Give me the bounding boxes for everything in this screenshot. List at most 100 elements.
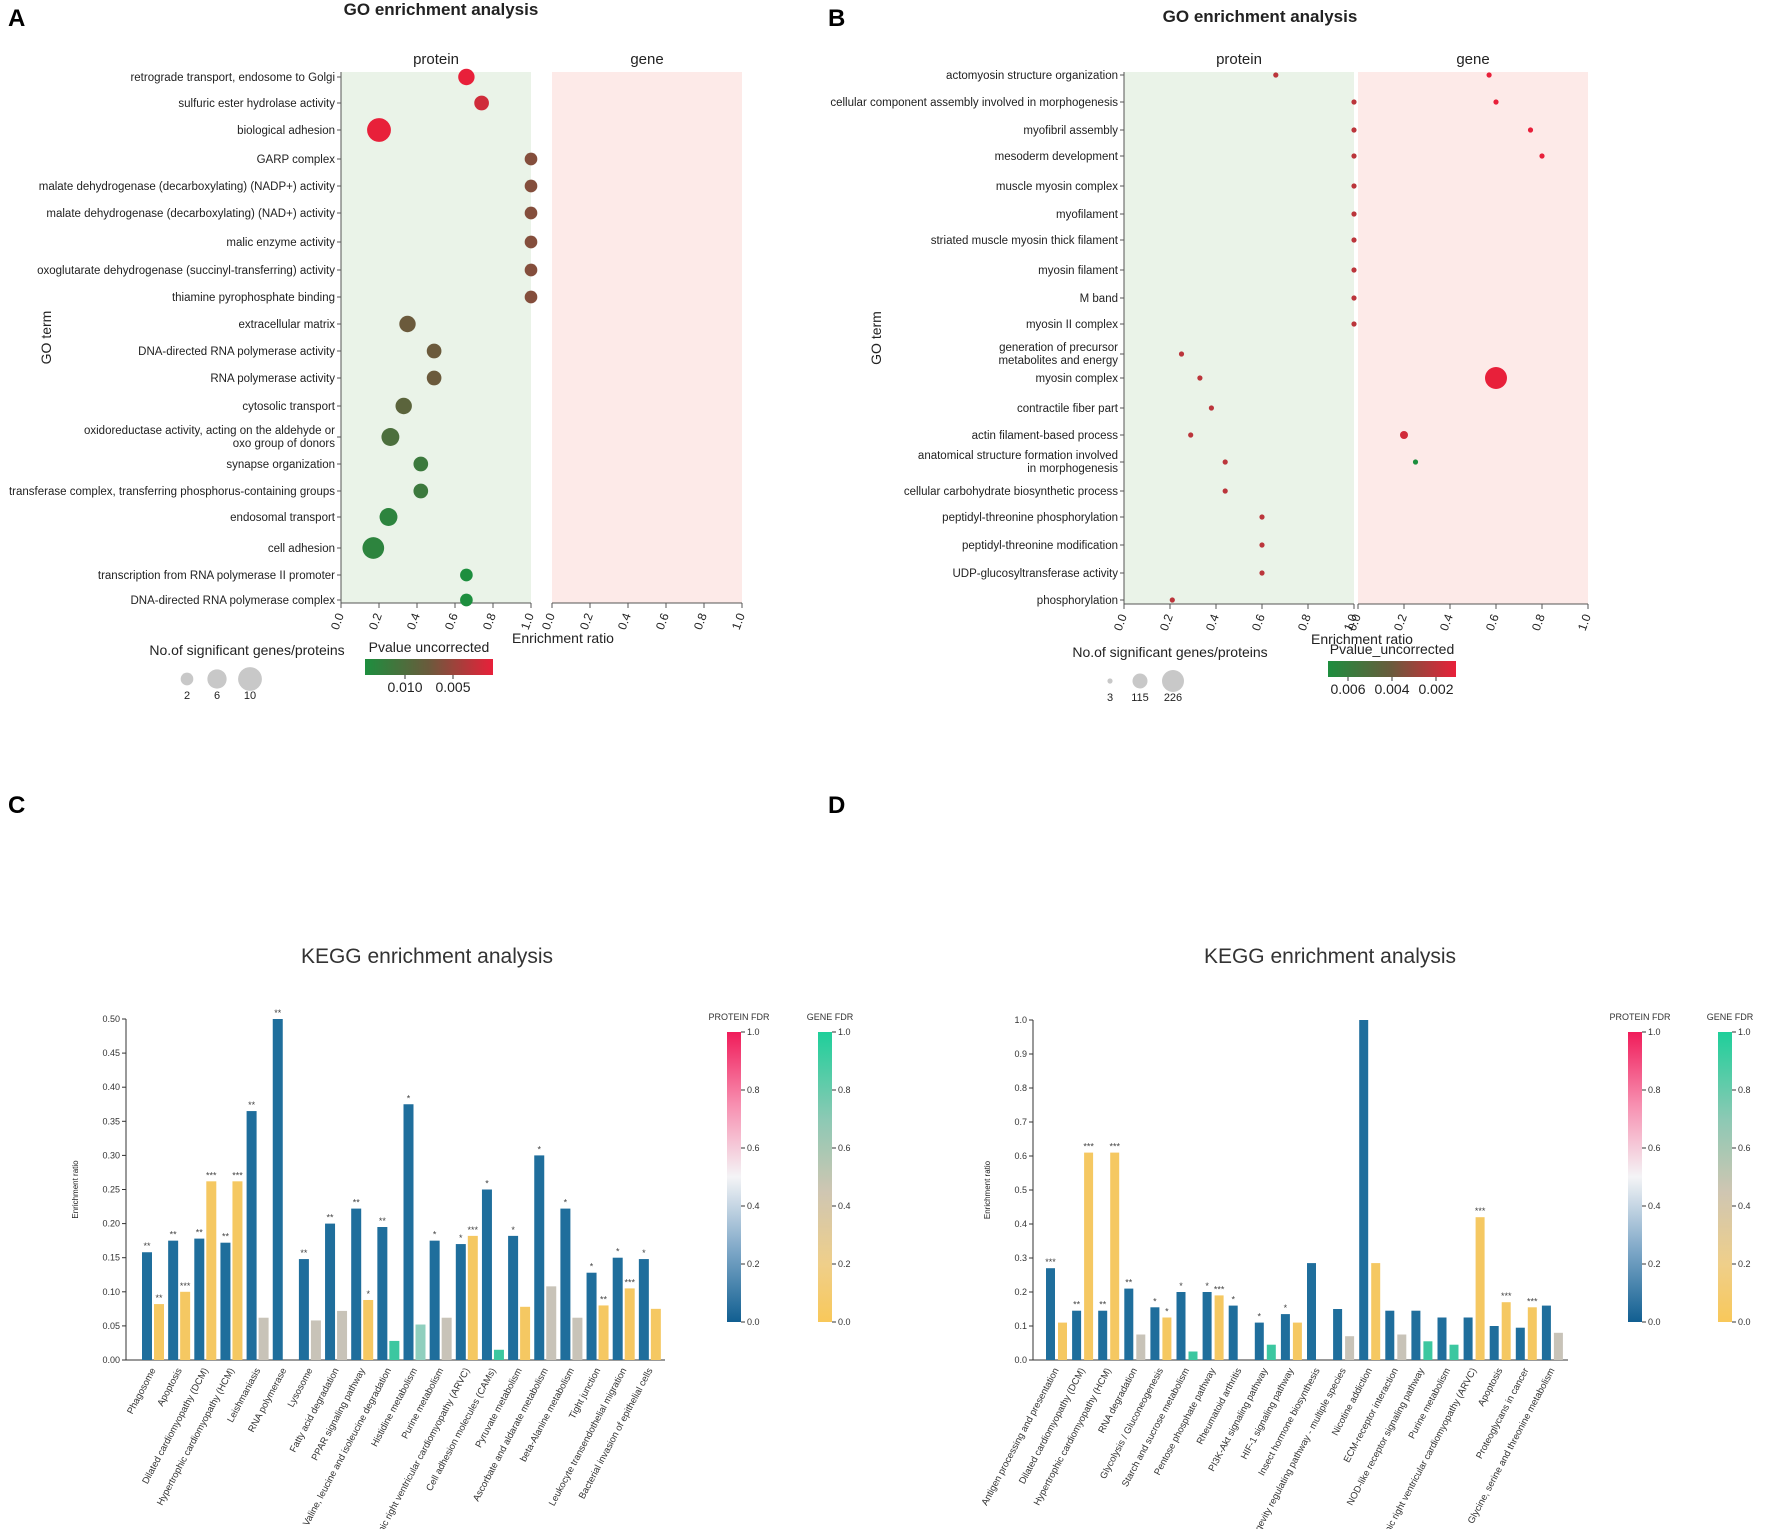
go-term-label: myosin complex	[1036, 373, 1119, 385]
data-point	[1208, 405, 1214, 411]
x-tick-label: 0.4	[404, 611, 423, 632]
data-point	[399, 315, 416, 333]
go-term-label: malate dehydrogenase (decarboxylating) (…	[39, 181, 336, 193]
go-term-label: myosin II complex	[1026, 319, 1118, 331]
data-point	[458, 68, 475, 86]
gene-bar	[1136, 1334, 1146, 1360]
data-point	[381, 428, 400, 446]
gene-bar	[1449, 1344, 1459, 1360]
gene-bar	[1214, 1295, 1224, 1360]
y-tick-label: 0.7	[1014, 1117, 1027, 1127]
go-term-label: generation of precursor metabolites and e…	[998, 342, 1118, 367]
gene-bar	[1084, 1152, 1094, 1360]
size-legend-label: 115	[1131, 692, 1149, 704]
data-point	[1259, 570, 1265, 576]
facet-gene-label: gene	[1456, 51, 1489, 68]
data-point	[1400, 431, 1408, 439]
protein-bar	[1280, 1314, 1290, 1360]
y-tick-label: 0.35	[102, 1116, 120, 1126]
gene-significance: ***	[206, 1170, 217, 1180]
colorbar-tick-label: 0.2	[838, 1259, 851, 1269]
protein-bar	[1072, 1310, 1082, 1360]
go-term-label: phosphorylation	[1037, 595, 1118, 607]
data-point	[1259, 514, 1265, 520]
go-term-label: extracellular matrix	[239, 319, 336, 331]
protein-significance: *	[511, 1225, 515, 1235]
x-tick-label: 0.2	[366, 611, 385, 632]
size-legend-circle	[207, 669, 227, 689]
gene-bar	[389, 1340, 400, 1360]
go-term-label: contractile fiber part	[1017, 403, 1119, 415]
data-point	[1412, 459, 1419, 465]
colorbar-tick-label: 0.8	[838, 1085, 851, 1095]
go-term-label: cellular component assembly involved in …	[830, 97, 1118, 109]
protein-significance: **	[1073, 1300, 1081, 1310]
data-point	[1273, 72, 1279, 78]
protein-fdr-colorbar	[1628, 1032, 1642, 1322]
go-term-label: malate dehydrogenase (decarboxylating) (…	[46, 208, 335, 220]
protein-bar	[403, 1104, 414, 1360]
size-legend-label: 3	[1107, 692, 1113, 704]
gene-bar	[154, 1304, 164, 1360]
protein-bar	[1359, 1020, 1369, 1360]
x-tick-label: 0.2	[577, 611, 596, 632]
protein-bar	[168, 1240, 179, 1360]
protein-significance: *	[407, 1093, 411, 1103]
x-tick-label: 1.0	[729, 611, 748, 632]
go-term-label: myofibril assembly	[1023, 125, 1118, 137]
y-tick-label: 0.10	[102, 1287, 120, 1297]
protein-significance: *	[1205, 1281, 1209, 1291]
y-tick-label: 1.0	[1014, 1015, 1027, 1025]
y-tick-label: 0.40	[102, 1082, 120, 1092]
protein-bar	[1150, 1307, 1160, 1360]
data-point	[524, 152, 538, 166]
go-term-label: muscle myosin complex	[996, 181, 1118, 193]
gene-bar	[493, 1349, 504, 1360]
gene-bar	[363, 1299, 374, 1360]
colorbar-tick-label: 0.6	[838, 1143, 851, 1153]
colorbar-tick-label: 0.0	[1738, 1317, 1751, 1327]
protein-significance: **	[327, 1213, 335, 1223]
protein-bar	[1333, 1309, 1343, 1360]
protein-bar	[351, 1208, 362, 1360]
gene-significance: ***	[1109, 1142, 1120, 1152]
color-legend-label: 0.006	[1330, 681, 1365, 697]
colorbar-tick-label: 0.0	[747, 1317, 760, 1327]
go-term-label: DNA-directed RNA polymerase activity	[138, 346, 335, 358]
chart-title: KEGG enrichment analysis	[301, 945, 553, 968]
gene-bar	[1345, 1336, 1355, 1360]
protein-bar	[1254, 1322, 1264, 1360]
gene-bar	[310, 1320, 321, 1360]
size-legend-label: 6	[214, 690, 220, 702]
data-point	[524, 263, 538, 277]
gene-bar	[232, 1181, 243, 1360]
protein-significance: *	[616, 1247, 620, 1257]
color-legend-label: 0.004	[1374, 681, 1409, 697]
gene-bar	[1397, 1334, 1407, 1360]
size-legend-circle	[1132, 673, 1148, 689]
category-label: Lysosome	[286, 1366, 316, 1409]
colorbar-tick-label: 1.0	[747, 1027, 760, 1037]
color-legend-label: 0.005	[435, 679, 470, 695]
x-tick-label: 0.2	[1391, 612, 1410, 633]
protein-significance: *	[1153, 1296, 1157, 1306]
colorbar-tick-label: 0.0	[838, 1317, 851, 1327]
data-point	[426, 370, 442, 386]
protein-significance: **	[143, 1241, 151, 1251]
facet-protein-panel	[1124, 72, 1354, 604]
protein-significance: **	[196, 1228, 204, 1238]
protein-bar	[1463, 1317, 1473, 1360]
colorbar-tick-label: 0.8	[747, 1085, 760, 1095]
gene-significance: *	[1165, 1307, 1169, 1317]
colorbar-tick-label: 1.0	[1648, 1027, 1661, 1037]
go-term-label: synapse organization	[226, 459, 335, 471]
go-term-label: cellular carbohydrate biosynthetic proce…	[904, 486, 1118, 498]
x-tick-label: 0.8	[1529, 612, 1548, 633]
gene-bar	[624, 1288, 635, 1360]
x-tick-label: 0.4	[1203, 612, 1222, 633]
protein-bar	[560, 1208, 571, 1360]
protein-significance: *	[1284, 1303, 1288, 1313]
size-legend-circle	[1162, 670, 1184, 692]
gene-bar	[520, 1306, 531, 1360]
facet-protein-panel	[341, 72, 531, 603]
